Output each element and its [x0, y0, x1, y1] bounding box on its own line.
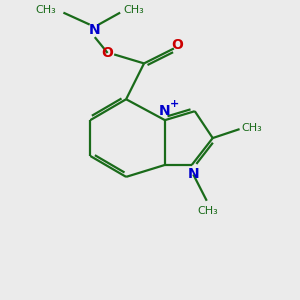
Text: CH₃: CH₃	[35, 5, 56, 15]
Text: CH₃: CH₃	[198, 206, 219, 216]
Text: +: +	[170, 99, 179, 109]
Text: N: N	[188, 167, 199, 182]
Text: CH₃: CH₃	[124, 5, 145, 15]
Text: N: N	[159, 103, 171, 118]
Text: O: O	[102, 46, 113, 60]
Text: O: O	[172, 38, 183, 52]
Text: CH₃: CH₃	[241, 123, 262, 133]
Text: N: N	[89, 23, 100, 37]
